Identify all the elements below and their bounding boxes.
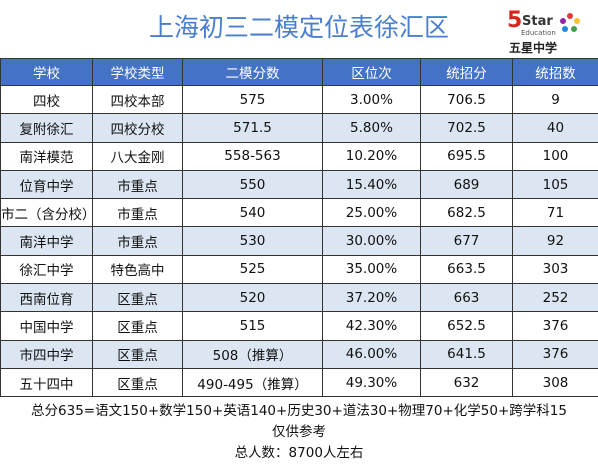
table-cell: 550: [182, 169, 323, 200]
table-row: 徐汇中学 特色高中 525 35.00% 663.5 303: [0, 254, 598, 285]
table-cell: 10.20%: [322, 141, 421, 171]
table-cell: 303: [512, 254, 598, 285]
table-cell: 663: [420, 283, 513, 313]
table-row: 西南位育 区重点 520 37.20% 663 252: [0, 283, 598, 313]
table-cell: 71: [512, 198, 598, 228]
table-cell: 位育中学: [0, 169, 93, 200]
table-cell: 308: [512, 367, 598, 398]
table-cell: 9: [512, 84, 598, 115]
column-header: 统招分: [420, 58, 513, 86]
table-row: 市二（含分校） 市重点 540 25.00% 682.5 71: [0, 198, 598, 228]
table-cell: 520: [182, 283, 323, 313]
table-cell: 702.5: [420, 113, 513, 143]
table-cell: 49.30%: [322, 367, 421, 398]
table-cell: 508（推算）: [182, 339, 323, 369]
table-cell: 八大金刚: [92, 141, 183, 171]
table-row: 五十四中 区重点 490-495（推算） 49.30% 632 308: [0, 367, 598, 398]
table-cell: 30.00%: [322, 226, 421, 256]
table-row: 位育中学 市重点 550 15.40% 689 105: [0, 169, 598, 200]
table-row: 南洋中学 市重点 530 30.00% 677 92: [0, 226, 598, 256]
logo-word: Star: [522, 14, 553, 29]
table-cell: 682.5: [420, 198, 513, 228]
table-cell: 525: [182, 254, 323, 285]
table-row: 中国中学 区重点 515 42.30% 652.5 376: [0, 311, 598, 341]
table-cell: 42.30%: [322, 311, 421, 341]
logo: 5 Star Education 五星中学: [505, 6, 595, 56]
table-cell: 市重点: [92, 198, 183, 228]
footer-note: 总分635=语文150+数学150+英语140+历史30+道法30+物理70+化…: [31, 403, 567, 419]
logo-sub: Education: [521, 29, 556, 37]
table-cell: 市重点: [92, 169, 183, 200]
table-cell: 3.00%: [322, 84, 421, 115]
table-cell: 558-563: [182, 141, 323, 171]
table-row: 复附徐汇 四校分校 571.5 5.80% 702.5 40: [0, 113, 598, 143]
table-cell: 641.5: [420, 339, 513, 369]
table-cell: 区重点: [92, 311, 183, 341]
table-cell: 515: [182, 311, 323, 341]
table-cell: 677: [420, 226, 513, 256]
logo-icon: [560, 13, 580, 32]
table-cell: 25.00%: [322, 198, 421, 228]
table-cell: 571.5: [182, 113, 323, 143]
table-cell: 376: [512, 311, 598, 341]
table-cell: 689: [420, 169, 513, 200]
table-cell: 530: [182, 226, 323, 256]
table-cell: 376: [512, 339, 598, 369]
table-cell: 南洋模范: [0, 141, 93, 171]
table-row: 南洋模范 八大金刚 558-563 10.20% 695.5 100: [0, 141, 598, 171]
table-cell: 区重点: [92, 367, 183, 398]
table-cell: 市四中学: [0, 339, 93, 369]
table-cell: 100: [512, 141, 598, 171]
header-row: 学校 学校类型 二模分数 区位次 统招分 统招数: [0, 58, 598, 86]
table-cell: 706.5: [420, 84, 513, 115]
column-header: 学校类型: [92, 58, 183, 86]
footer-note: 总人数：8700人左右: [234, 445, 364, 461]
table-cell: 37.20%: [322, 283, 421, 313]
table: 学校 学校类型 二模分数 区位次 统招分 统招数 四校 四校本部 575 3.00% 706.5 9…: [0, 58, 598, 398]
table-cell: 中国中学: [0, 311, 93, 341]
table-cell: 15.40%: [322, 169, 421, 200]
table-cell: 五十四中: [0, 367, 93, 398]
table-cell: 5.80%: [322, 113, 421, 143]
logo-name: 五星中学: [509, 41, 558, 55]
table-cell: 区重点: [92, 339, 183, 369]
table-cell: 四校: [0, 84, 93, 115]
footer-note: 仅供参考: [272, 424, 326, 440]
table-cell: 490-495（推算）: [182, 367, 323, 398]
table-row: 四校 四校本部 575 3.00% 706.5 9: [0, 84, 598, 115]
table-cell: 徐汇中学: [0, 254, 93, 285]
table-cell: 市二（含分校）: [0, 198, 93, 228]
table-cell: 40: [512, 113, 598, 143]
table-cell: 特色高中: [92, 254, 183, 285]
table-cell: 市重点: [92, 226, 183, 256]
title: 上海初三二模定位表徐汇区: [148, 13, 449, 42]
table-cell: 35.00%: [322, 254, 421, 285]
table-cell: 复附徐汇: [0, 113, 93, 143]
table-cell: 663.5: [420, 254, 513, 285]
table-cell: 695.5: [420, 141, 513, 171]
table-cell: 540: [182, 198, 323, 228]
column-header: 学校: [0, 58, 93, 86]
table-cell: 575: [182, 84, 323, 115]
table-cell: 四校分校: [92, 113, 183, 143]
table-cell: 92: [512, 226, 598, 256]
table-cell: 632: [420, 367, 513, 398]
column-header: 区位次: [322, 58, 421, 86]
table-cell: 105: [512, 169, 598, 200]
table-cell: 区重点: [92, 283, 183, 313]
table-cell: 四校本部: [92, 84, 183, 115]
table-row: 市四中学 区重点 508（推算） 46.00% 641.5 376: [0, 339, 598, 369]
table-cell: 252: [512, 283, 598, 313]
table-cell: 46.00%: [322, 339, 421, 369]
column-header: 二模分数: [182, 58, 323, 86]
table-cell: 652.5: [420, 311, 513, 341]
logo-number: 5: [507, 8, 523, 33]
table-cell: 西南位育: [0, 283, 93, 313]
table-cell: 南洋中学: [0, 226, 93, 256]
column-header: 统招数: [512, 58, 598, 86]
